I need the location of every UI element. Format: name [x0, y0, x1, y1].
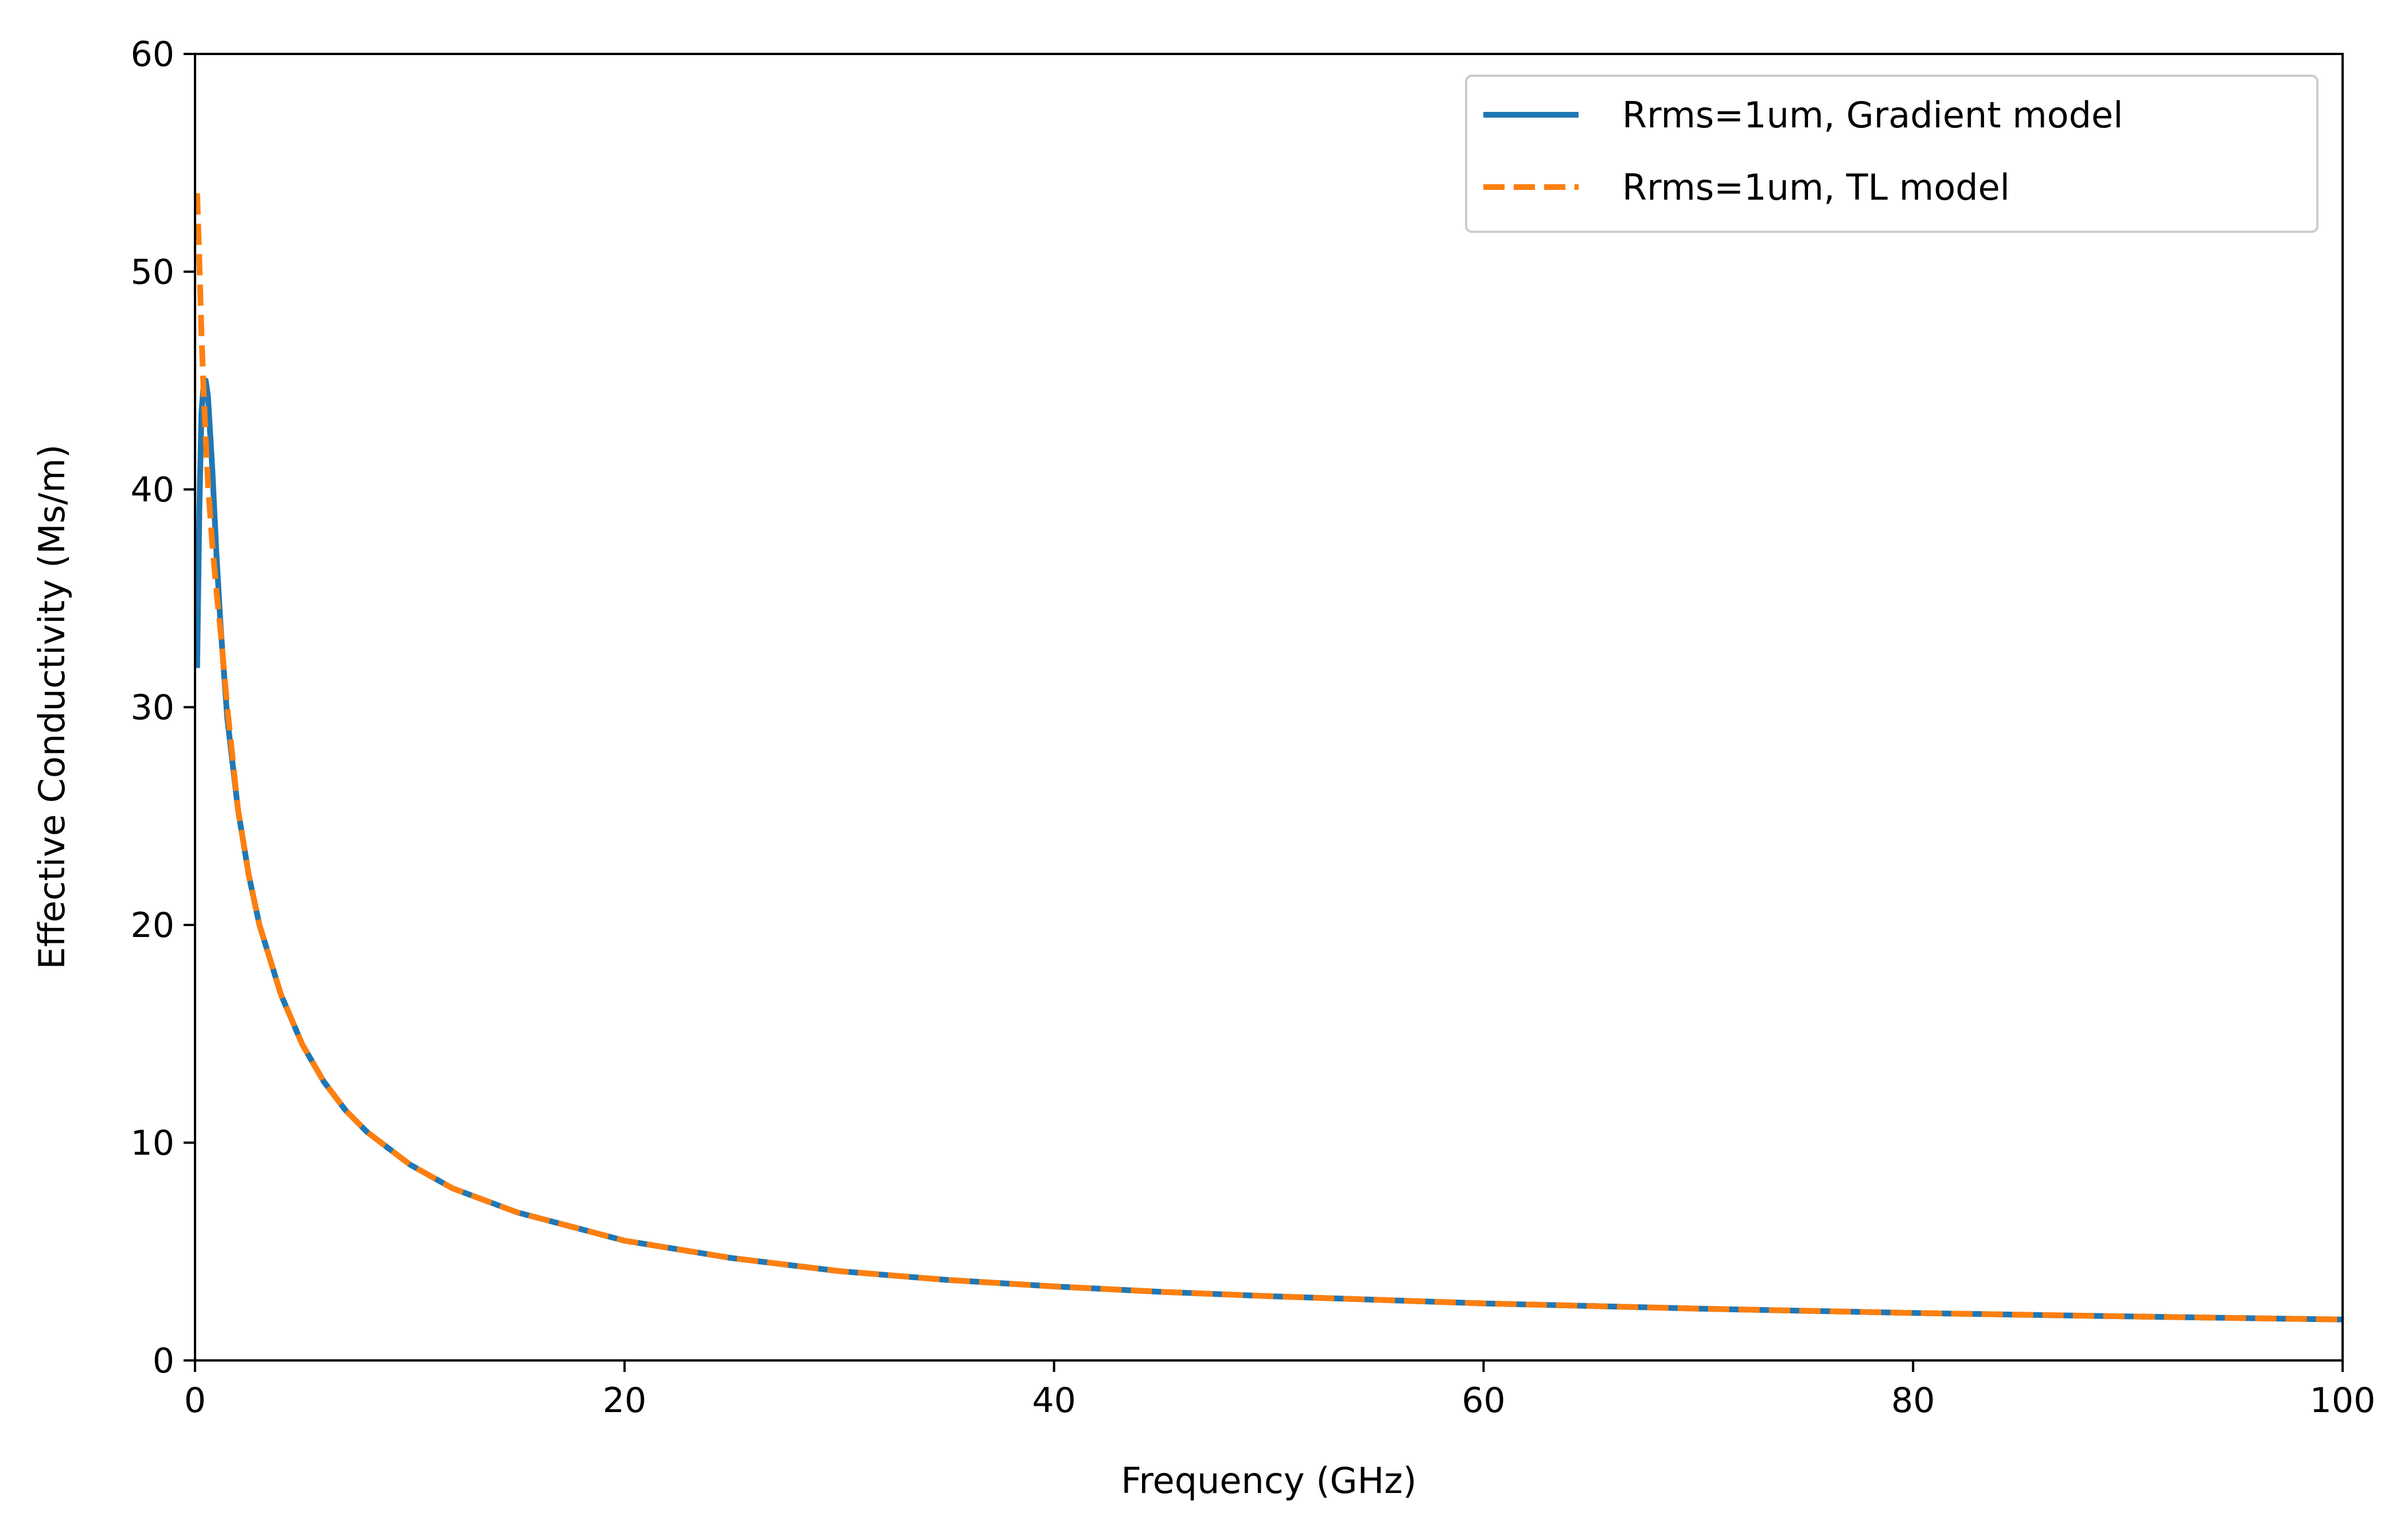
x-tick-label: 60 [1462, 1381, 1505, 1421]
legend-frame [1465, 75, 2319, 233]
x-tick-label: 80 [1891, 1381, 1935, 1421]
y-axis-label: Effective Conductivity (Ms/m) [31, 444, 73, 969]
x-axis: 0 20 40 60 80 100 [184, 1360, 2375, 1421]
legend-label-tl: Rrms=1um, TL model [1622, 166, 2010, 208]
y-axis: 0 10 20 30 40 50 60 [131, 34, 195, 1381]
y-tick-label: 60 [131, 34, 174, 75]
legend: Rrms=1um, Gradient model Rrms=1um, TL mo… [1465, 75, 2319, 233]
x-tick-label: 20 [603, 1381, 646, 1421]
plot-series [195, 193, 2343, 1323]
x-tick-label: 40 [1032, 1381, 1076, 1421]
series-line-0 [195, 378, 2343, 1323]
y-tick-label: 50 [131, 252, 174, 293]
y-tick-label: 0 [153, 1341, 174, 1381]
y-tick-label: 40 [131, 470, 174, 510]
x-tick-label: 100 [2310, 1381, 2376, 1421]
y-tick-label: 20 [131, 905, 174, 946]
plot-frame [194, 53, 2344, 1362]
y-tick-label: 30 [131, 688, 174, 728]
y-tick-label: 10 [131, 1123, 174, 1164]
x-axis-label: Frequency (GHz) [1121, 1460, 1417, 1502]
series-line-1 [195, 193, 2343, 1323]
legend-label-gradient: Rrms=1um, Gradient model [1622, 94, 2123, 136]
x-tick-label: 0 [184, 1381, 206, 1421]
